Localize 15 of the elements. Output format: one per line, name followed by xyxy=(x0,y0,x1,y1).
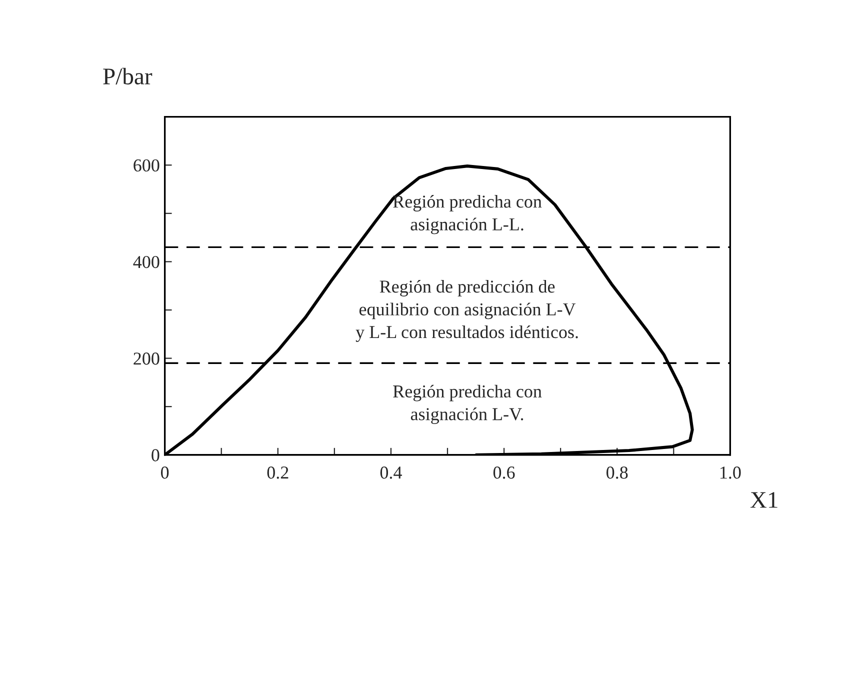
y-axis-title: P/bar xyxy=(103,68,152,84)
annotation: Región predicha con asignación L-V. xyxy=(393,384,542,424)
x-tick-label: 0.4 xyxy=(380,466,402,479)
y-tick-label: 400 xyxy=(133,256,160,268)
x-tick-label: 0 xyxy=(160,466,169,479)
x-tick-label: 1.0 xyxy=(720,466,741,479)
annotation: Región predicha con asignación L-L. xyxy=(393,195,542,234)
annotation: Región de predicción de equilibrio con asignación L-V y L-L con resultados idénticos. xyxy=(356,280,578,342)
y-tick-label: 600 xyxy=(134,159,160,172)
y-tick-label: 0 xyxy=(152,449,160,462)
x-tick-label: 0.2 xyxy=(267,466,288,479)
y-tick-label: 200 xyxy=(134,352,160,365)
x-axis-title: X1 xyxy=(750,492,778,508)
x-tick-label: 0.8 xyxy=(606,466,628,479)
x-tick-label: 0.6 xyxy=(493,466,515,479)
